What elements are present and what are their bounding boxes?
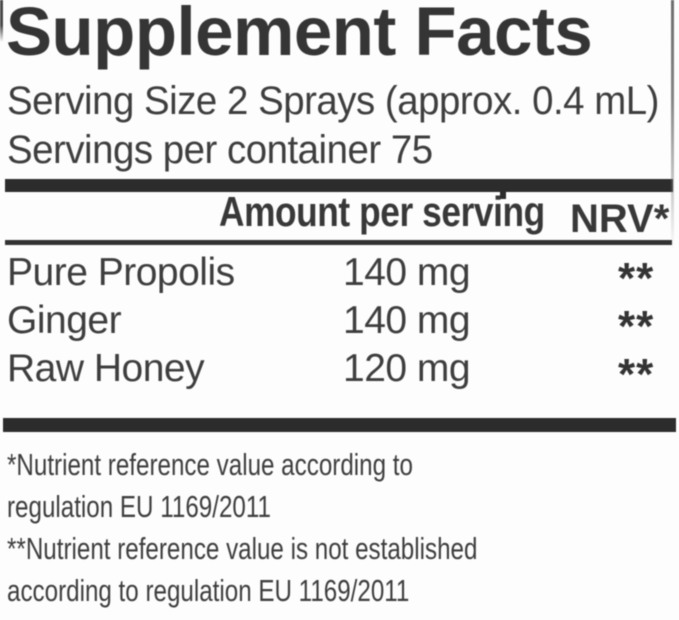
- footnote-line: **Nutrient reference value is not establ…: [7, 531, 478, 566]
- ingredient-nrv-value: **: [618, 302, 655, 351]
- ingredient-name: Raw Honey: [7, 347, 205, 390]
- serving-size-text: Serving Size 2 Sprays (approx. 0.4 mL): [7, 79, 659, 123]
- table-row: Raw Honey 120 mg **: [0, 345, 679, 399]
- nrv-header: NRV*: [570, 197, 670, 241]
- table-row: Pure Propolis 140 mg **: [0, 249, 679, 303]
- footnote-line: *Nutrient reference value according to: [7, 447, 413, 482]
- thin-rule: [5, 240, 672, 245]
- ingredient-name: Ginger: [7, 299, 122, 342]
- page-title: Supplement Facts: [6, 0, 593, 70]
- column-divider-tick: [500, 192, 506, 199]
- thick-rule-bottom: [3, 418, 676, 432]
- ingredient-amount: 140 mg: [343, 251, 471, 294]
- ingredient-name: Pure Propolis: [7, 251, 235, 294]
- footnote-line: according to regulation EU 1169/2011: [7, 573, 410, 608]
- table-row: Ginger 140 mg **: [0, 297, 679, 351]
- footnote-line: regulation EU 1169/2011: [7, 489, 271, 524]
- ingredient-amount: 120 mg: [343, 347, 471, 390]
- footnotes: *Nutrient reference value according to r…: [7, 444, 667, 612]
- servings-per-container-text: Servings per container 75: [7, 128, 433, 172]
- label-edge-artifact-right: [671, 0, 674, 250]
- ingredient-table: Pure Propolis 140 mg ** Ginger 140 mg **…: [0, 249, 679, 399]
- ingredient-nrv-value: **: [618, 350, 655, 399]
- label-edge-artifact-left: [0, 0, 3, 42]
- ingredient-nrv-value: **: [618, 254, 655, 303]
- amount-per-serving-header: Amount per serving: [219, 188, 545, 235]
- ingredient-amount: 140 mg: [343, 299, 471, 342]
- thick-rule-top: [5, 179, 673, 192]
